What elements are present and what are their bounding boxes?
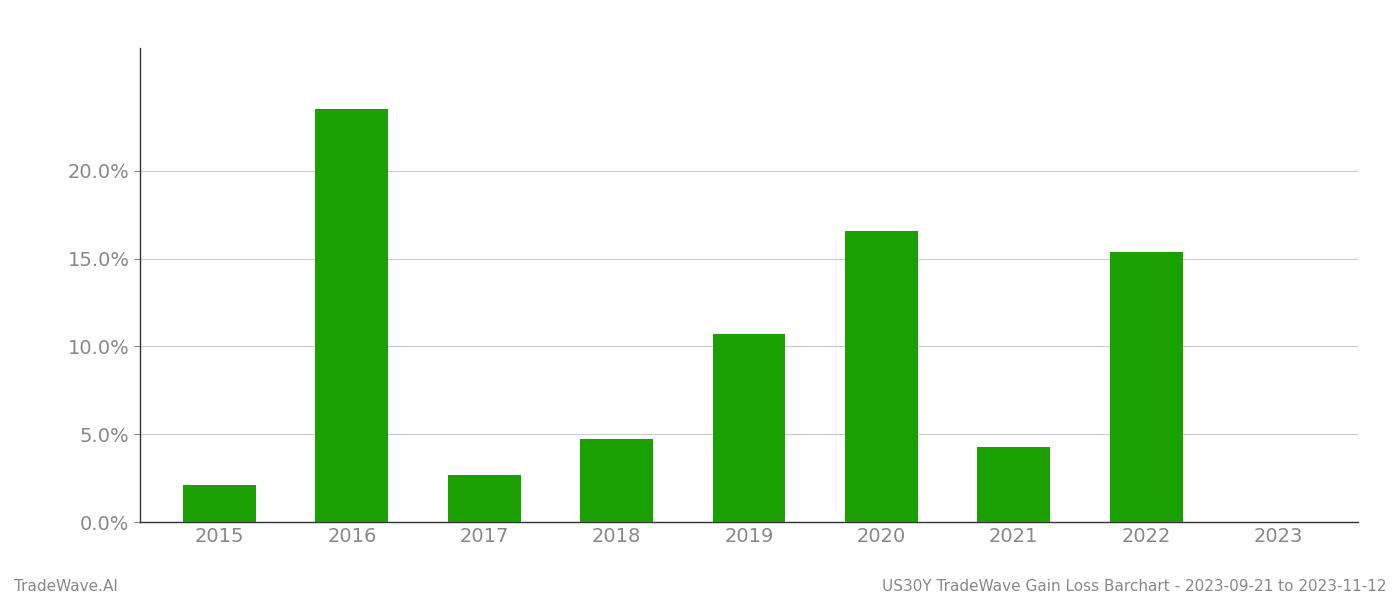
Bar <box>1110 251 1183 522</box>
Bar <box>580 439 652 522</box>
Text: US30Y TradeWave Gain Loss Barchart - 2023-09-21 to 2023-11-12: US30Y TradeWave Gain Loss Barchart - 202… <box>882 579 1386 594</box>
Bar <box>315 109 388 522</box>
Bar <box>183 485 256 522</box>
Bar <box>977 446 1050 522</box>
Bar <box>846 230 918 522</box>
Text: TradeWave.AI: TradeWave.AI <box>14 579 118 594</box>
Bar <box>448 475 521 522</box>
Bar <box>713 334 785 522</box>
